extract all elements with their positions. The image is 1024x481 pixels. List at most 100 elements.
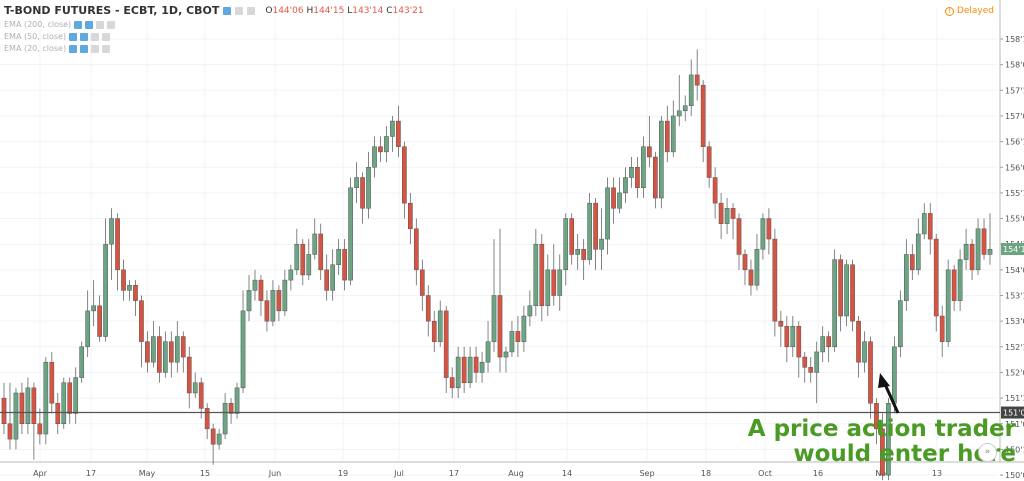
y-tick-label: 156'16 <box>1005 138 1024 147</box>
candle-body <box>1 397 7 425</box>
candle <box>539 233 545 322</box>
candle <box>7 382 13 450</box>
candle-body <box>408 202 413 230</box>
candle-body <box>366 167 371 209</box>
candle <box>151 321 156 368</box>
candle-body <box>264 300 270 322</box>
candle <box>372 136 377 178</box>
candle <box>145 331 150 373</box>
candle <box>479 351 485 383</box>
scroll-to-realtime-button[interactable]: » <box>978 443 997 462</box>
candle-body <box>718 202 724 224</box>
candle <box>180 331 186 373</box>
candle-body <box>372 146 377 168</box>
settings-icon[interactable] <box>80 32 89 41</box>
candle-body <box>491 295 497 342</box>
candle-body <box>581 249 586 260</box>
candle <box>581 239 586 281</box>
candle-body <box>246 290 252 312</box>
candle <box>706 141 712 188</box>
chart-header: T-BOND FUTURES - ECBT, 1D, CBOT O144'06 … <box>4 4 424 17</box>
candle-body <box>641 146 646 189</box>
y-tick-label: 155'00 <box>1005 215 1024 224</box>
candle <box>945 259 951 347</box>
candle <box>832 249 837 352</box>
candle-body <box>635 167 640 189</box>
candle <box>748 259 754 296</box>
candle <box>419 259 425 311</box>
settings-icon[interactable] <box>235 6 244 15</box>
visibility-icon[interactable] <box>69 44 78 53</box>
candle-body <box>844 264 849 317</box>
close-icon[interactable] <box>247 6 256 15</box>
x-tick-label: Sep <box>639 469 654 478</box>
indicator-row[interactable]: EMA (200, close) <box>4 20 116 29</box>
candle-body <box>545 269 551 307</box>
settings-icon[interactable] <box>85 20 94 29</box>
candle-body <box>37 423 43 435</box>
candle-body <box>682 105 688 112</box>
candle <box>31 382 37 460</box>
candle-body <box>933 238 939 317</box>
y-tick-label: 156'00 <box>1005 163 1024 172</box>
candle <box>527 290 533 327</box>
candle <box>820 326 826 363</box>
x-tick-label: Jul <box>393 469 404 478</box>
candle-body <box>7 423 13 440</box>
candle <box>425 285 431 337</box>
candle <box>390 115 395 152</box>
candle <box>1 382 7 435</box>
visibility-icon[interactable] <box>69 32 78 41</box>
candle-body <box>557 269 563 296</box>
candle <box>127 280 132 301</box>
candle-body <box>694 74 700 86</box>
add-icon[interactable] <box>96 20 105 29</box>
candle <box>963 228 969 270</box>
candle-body <box>133 284 138 301</box>
visibility-icon[interactable] <box>74 20 83 29</box>
candle-body <box>174 336 180 363</box>
add-icon[interactable] <box>91 32 100 41</box>
candle-body <box>951 269 957 301</box>
indicator-row[interactable]: EMA (50, close) <box>4 32 111 41</box>
candle <box>975 218 981 275</box>
delayed-badge[interactable]: ! Delayed <box>944 6 994 16</box>
settings-icon[interactable] <box>80 44 89 53</box>
candle <box>939 305 945 358</box>
close-icon[interactable] <box>107 20 116 29</box>
candle <box>19 382 25 435</box>
close-icon[interactable] <box>102 44 111 53</box>
candle-body <box>431 320 437 342</box>
candle-body <box>103 243 108 337</box>
candle <box>246 274 252 322</box>
candle <box>25 377 31 435</box>
candle-body <box>688 74 694 106</box>
candle <box>868 336 873 419</box>
candle <box>384 126 389 163</box>
visibility-icon[interactable] <box>223 6 232 15</box>
candle-body <box>318 233 324 271</box>
y-tick-label: 154'00 <box>1005 266 1024 275</box>
candle <box>174 321 180 373</box>
indicator-row[interactable]: EMA (20, close) <box>4 44 111 53</box>
y-tick-label: 151'16 <box>1005 394 1024 403</box>
candle-body <box>258 279 264 301</box>
close-icon[interactable] <box>102 32 111 41</box>
candle-body <box>909 254 915 271</box>
candle-body <box>354 177 359 189</box>
candle <box>378 136 383 163</box>
candle-body <box>766 218 772 240</box>
candle <box>306 239 312 281</box>
x-tick-label: 17 <box>86 469 96 478</box>
candle <box>796 321 802 378</box>
add-icon[interactable] <box>91 44 100 53</box>
candle-body <box>850 264 855 322</box>
candle-body <box>157 336 162 373</box>
current-price-bg <box>1001 243 1024 256</box>
candle-body <box>443 310 449 378</box>
candle <box>927 203 933 255</box>
ohlc-open: 144'06 <box>272 5 304 16</box>
candle <box>55 392 61 435</box>
